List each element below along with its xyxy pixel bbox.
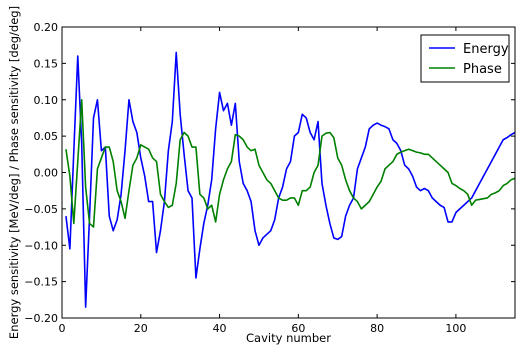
y-axis-label: Energy sensitivity [MeV/deg] / Phase sen… [7,6,21,339]
x-tick-label: 0 [59,322,66,335]
series-line-energy [65,51,516,308]
axis-ticks: 0 20 40 60 80 100 −0.20 −0.15 −0.10 −0.05 0.00 0.05… [24,21,515,335]
y-tick-label: 0.10 [34,94,59,107]
x-tick-label: 100 [445,322,466,335]
y-tick-label: 0.05 [34,130,59,143]
x-tick-label: 40 [213,322,227,335]
x-axis-label: Cavity number [246,331,331,345]
series-lines [65,51,516,308]
y-tick-label: −0.20 [24,312,58,325]
legend: Energy Phase [420,34,510,83]
y-tick-label: −0.15 [24,276,58,289]
y-tick-label: 0.00 [34,167,59,180]
y-tick-label: −0.10 [24,239,58,252]
x-tick-label: 80 [370,322,384,335]
legend-label-phase: Phase [463,62,502,77]
series-line-phase [65,98,516,228]
x-tick-label: 60 [291,322,305,335]
legend-box [420,34,510,83]
legend-label-energy: Energy [463,42,509,57]
y-tick-label: 0.15 [34,57,59,70]
y-tick-label: −0.05 [24,203,58,216]
x-tick-label: 20 [134,322,148,335]
y-tick-label: 0.20 [34,21,59,34]
